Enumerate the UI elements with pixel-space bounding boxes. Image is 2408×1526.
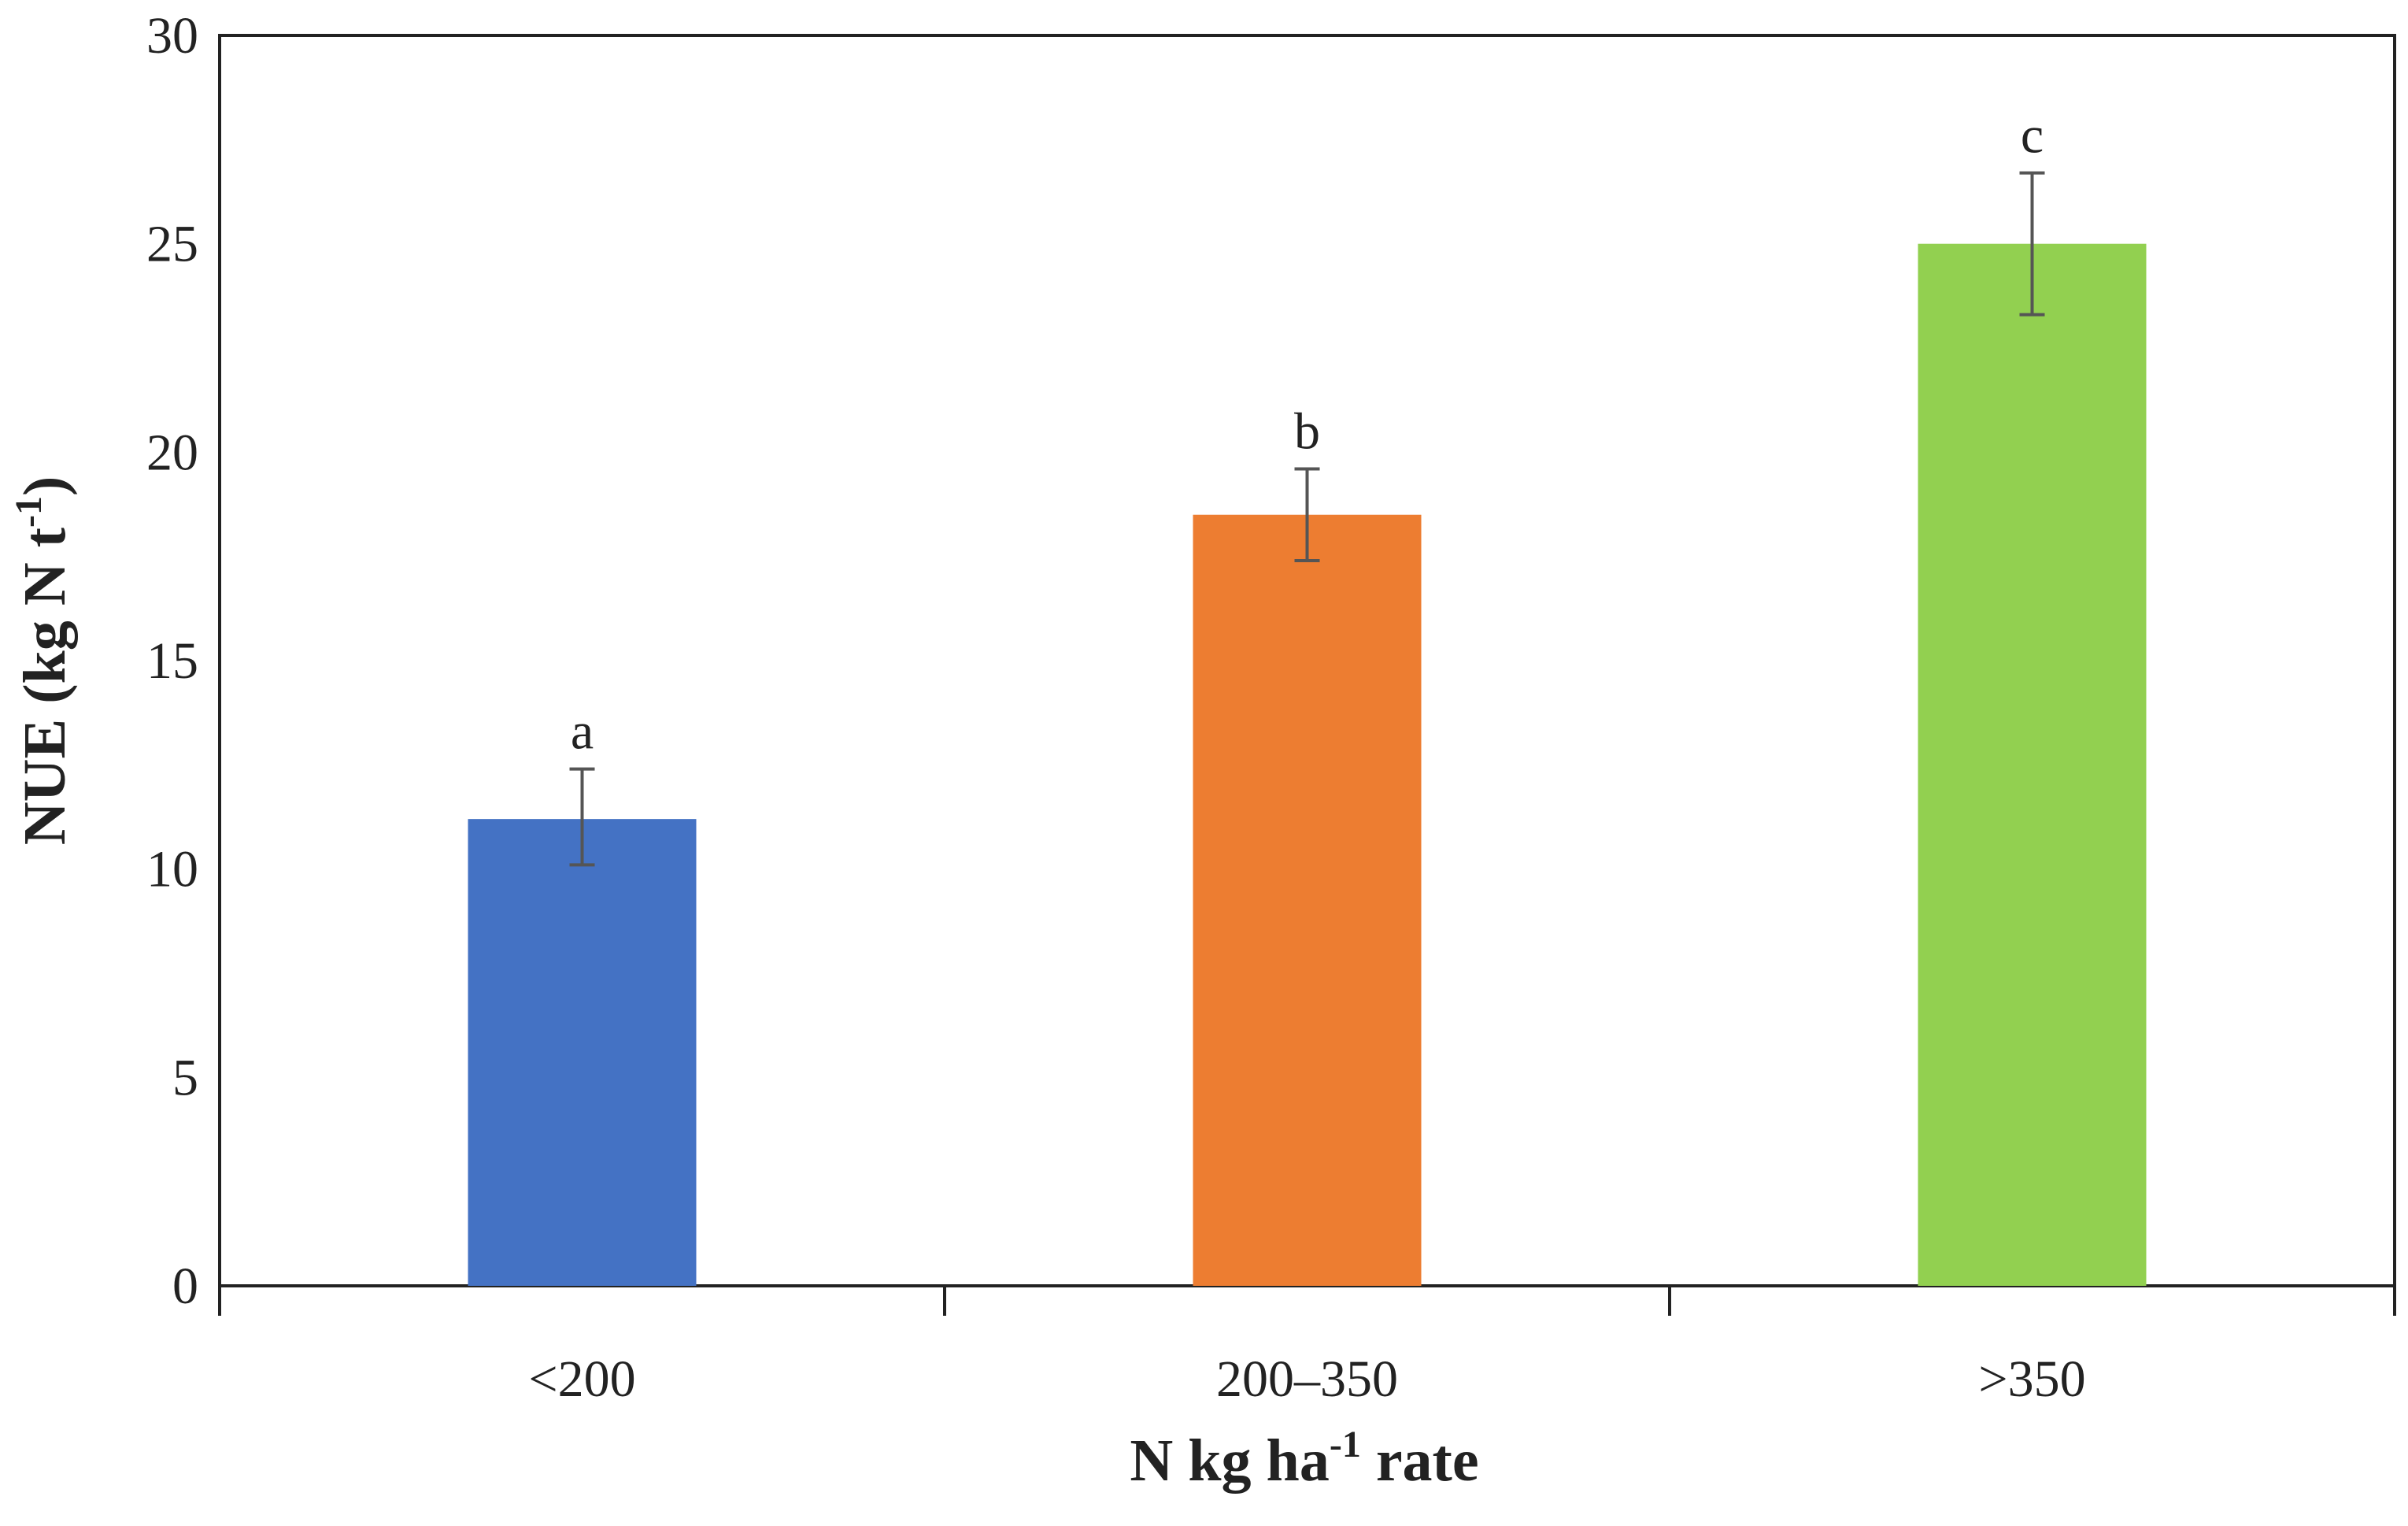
bar-2 [1193, 514, 1422, 1286]
y-tick-label: 0 [172, 1257, 198, 1315]
x-axis-title-end: rate [1361, 1428, 1479, 1494]
y-axis-title-main: NUE (kg N t [12, 528, 78, 845]
bar-3 [1918, 243, 2147, 1287]
y-axis-title-end: ) [12, 476, 78, 496]
y-tick-label: 30 [146, 7, 198, 65]
y-axis-title-superscript: -1 [8, 496, 50, 528]
y-axis-title: NUE (kg N t-1) [8, 476, 78, 846]
x-axis-title: N kg ha-1 rate [1130, 1424, 1478, 1494]
x-axis-tick-labels: <200 200–350 >350 [528, 1350, 2085, 1408]
y-tick-label: 15 [146, 632, 198, 690]
error-bars-group [569, 171, 2045, 867]
significance-letter: a [571, 703, 594, 761]
significance-letter: c [2021, 107, 2044, 165]
bars-group [468, 243, 2147, 1287]
x-axis-title-superscript: -1 [1330, 1424, 1361, 1465]
x-axis-ticks [218, 1286, 2396, 1316]
bar-1 [468, 819, 697, 1286]
y-axis-tick-labels: 0 5 10 15 20 25 30 [146, 7, 198, 1315]
x-tick-label: >350 [1978, 1350, 2085, 1408]
x-tick-label: <200 [528, 1350, 635, 1408]
y-tick-label: 5 [172, 1049, 198, 1106]
x-axis-title-main: N kg ha [1130, 1428, 1329, 1494]
significance-letters-group: a b c [571, 107, 2044, 761]
x-tick-label: 200–350 [1216, 1350, 1398, 1408]
significance-letter: b [1294, 403, 1320, 461]
y-tick-label: 10 [146, 841, 198, 898]
y-tick-label: 25 [146, 216, 198, 273]
y-tick-label: 20 [146, 424, 198, 481]
